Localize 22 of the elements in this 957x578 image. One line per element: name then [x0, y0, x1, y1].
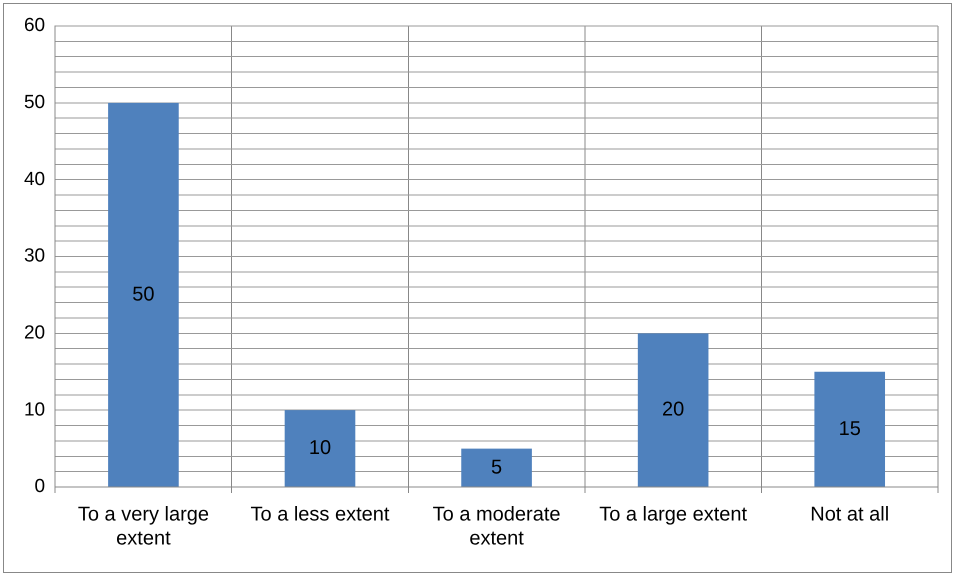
data-label: 20 — [662, 398, 684, 421]
data-label: 5 — [491, 456, 502, 478]
bar — [108, 102, 179, 486]
data-label: 50 — [132, 283, 155, 306]
data-label: 15 — [838, 418, 861, 440]
y-tick-label: 10 — [24, 399, 46, 420]
x-tick-label: To a very large extent — [78, 504, 210, 550]
bar — [814, 372, 886, 486]
x-tick-label: To a moderate extent — [432, 504, 560, 550]
x-tick-label: Not at all — [810, 504, 890, 526]
bar — [461, 448, 532, 486]
data-label: 10 — [308, 437, 332, 460]
y-tick-label: 20 — [24, 322, 46, 344]
bar — [638, 333, 708, 486]
bar — [284, 410, 356, 486]
x-tick-label: To a large extent — [599, 504, 748, 526]
y-tick-label: 0 — [34, 476, 46, 498]
y-tick-label: 60 — [24, 15, 46, 36]
y-tick-label: 50 — [24, 92, 46, 114]
y-tick-label: 30 — [24, 246, 46, 267]
x-tick-label: To a less extent — [250, 504, 390, 526]
y-tick-label: 40 — [24, 168, 46, 190]
